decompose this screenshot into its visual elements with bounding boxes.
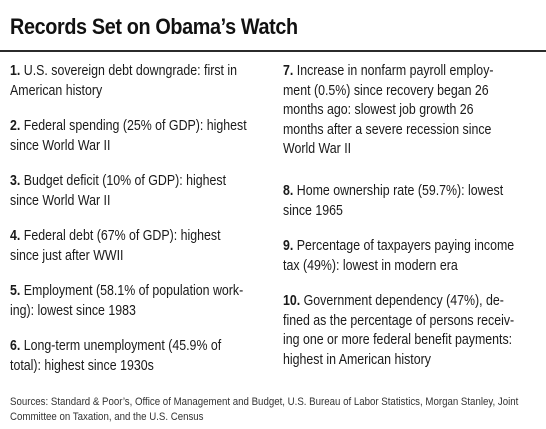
list-item-10: 10. Government dependency (47%), de- fin… — [283, 292, 541, 370]
item-number: 4. — [10, 228, 21, 244]
item-text: American history — [10, 82, 103, 99]
list-item-9: 9. Percentage of taxpayers paying income… — [283, 237, 541, 276]
item-text: Increase in nonfarm payroll employ- — [296, 63, 494, 79]
item-number: 3. — [10, 173, 21, 189]
item-text: Federal debt (67% of GDP): highest — [23, 228, 221, 244]
list-item-1: 1. U.S. sovereign debt downgrade: first … — [10, 62, 268, 101]
item-number: 2. — [10, 118, 21, 134]
item-number: 5. — [10, 283, 21, 299]
item-text: since World War II — [10, 192, 111, 209]
item-text: Home ownership rate (59.7%): lowest — [296, 183, 504, 199]
title-divider — [0, 50, 546, 52]
item-text: tax (49%): lowest in modern era — [283, 257, 458, 274]
item-number: 7. — [283, 63, 294, 79]
item-number: 1. — [10, 63, 21, 79]
list-item-3: 3. Budget deficit (10% of GDP): highest … — [10, 172, 268, 211]
item-text: Federal spending (25% of GDP): highest — [23, 118, 247, 134]
item-text: since 1965 — [283, 202, 343, 219]
item-text: Budget deficit (10% of GDP): highest — [23, 173, 227, 189]
list-item-7: 7. Increase in nonfarm payroll employ- m… — [283, 62, 541, 160]
sources-footnote: Sources: Standard & Poor’s, Office of Ma… — [10, 395, 538, 424]
list-item-6: 6. Long-term unemployment (45.9% of tota… — [10, 337, 268, 376]
item-number: 10. — [283, 293, 301, 309]
item-text: since World War II — [10, 137, 111, 154]
item-text: Percentage of taxpayers paying income — [296, 238, 515, 254]
item-text: total): highest since 1930s — [10, 357, 154, 374]
item-text: ing one or more federal benefit payments… — [283, 332, 513, 348]
page-title: Records Set on Obama’s Watch — [10, 14, 298, 39]
item-text: ment (0.5%) since recovery began 26 — [283, 82, 489, 99]
list-item-2: 2. Federal spending (25% of GDP): highes… — [10, 117, 268, 156]
sources-line: Committee on Taxation, and the U.S. Cens… — [10, 410, 204, 423]
item-text: highest in American history — [283, 351, 431, 368]
item-text: ing): lowest since 1983 — [10, 302, 136, 319]
item-text: months ago: slowest job growth 26 — [283, 102, 474, 118]
item-text: fined as the percentage of persons recei… — [283, 312, 515, 329]
list-item-4: 4. Federal debt (67% of GDP): highest si… — [10, 227, 268, 266]
item-text: World War II — [283, 141, 352, 157]
item-text: months after a severe recession since — [283, 121, 492, 138]
sources-line: Sources: Standard & Poor’s, Office of Ma… — [10, 396, 519, 408]
item-text: Long-term unemployment (45.9% of — [23, 338, 222, 354]
item-number: 6. — [10, 338, 21, 354]
item-number: 9. — [283, 238, 294, 254]
item-text: U.S. sovereign debt downgrade: first in — [23, 63, 238, 79]
item-text: Government dependency (47%), de- — [303, 293, 504, 309]
list-item-5: 5. Employment (58.1% of population work-… — [10, 282, 268, 321]
item-text: since just after WWII — [10, 247, 124, 264]
item-number: 8. — [283, 183, 294, 199]
item-text: Employment (58.1% of population work- — [23, 283, 244, 299]
list-item-8: 8. Home ownership rate (59.7%): lowest s… — [283, 182, 541, 221]
